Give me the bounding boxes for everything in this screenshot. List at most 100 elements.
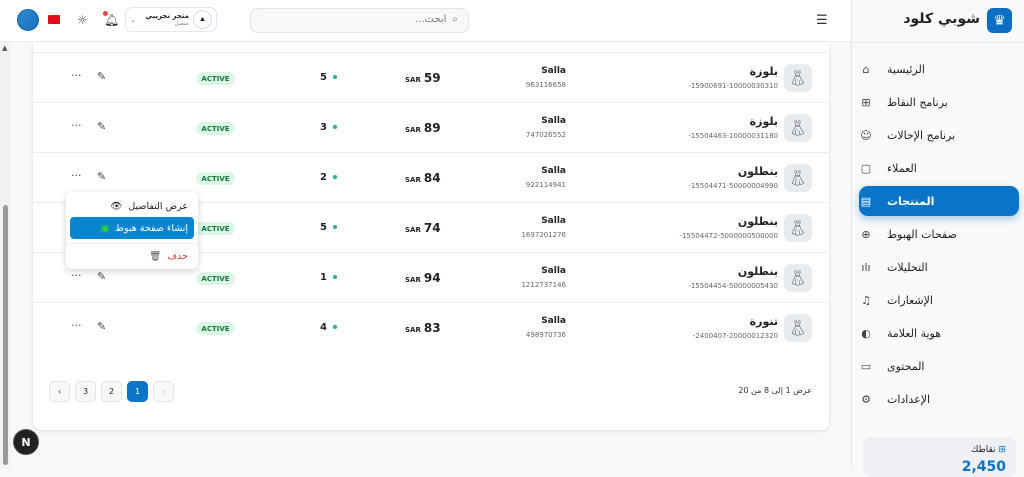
sidebar-item-10[interactable]: ⚙ الإعدادات	[859, 384, 1019, 414]
stock-dot	[332, 325, 337, 329]
store-name: Salla	[541, 316, 566, 326]
store-avatar: ⛰	[193, 10, 212, 29]
gift-icon: ⊞	[861, 95, 871, 109]
layout-icon: ▣	[100, 222, 110, 234]
status-badge: ACTIVE	[196, 222, 235, 235]
sun-icon[interactable]: ☼	[77, 13, 88, 27]
eye-icon: 👁︎	[110, 200, 123, 212]
status-badge: ACTIVE	[196, 122, 235, 135]
product-sku: -15900691-10000030310	[688, 82, 778, 90]
home-icon: ⌂	[862, 62, 870, 76]
stock-count: 2	[320, 172, 337, 183]
scrollbar-thumb[interactable]	[3, 205, 8, 465]
users-icon: ☺	[860, 128, 872, 142]
product-name: بلوزة	[749, 115, 778, 128]
sidebar-item-label: الإشعارات	[887, 293, 933, 307]
sidebar-item-0[interactable]: ⌂ الرئيسية	[859, 54, 1019, 84]
table-row: 👗︎ بلوزة -15900691-10000030310 Salla 963…	[33, 52, 829, 102]
product-sku: -15504471-50000004990	[688, 182, 778, 190]
product-sku: -2400407-20000012320	[692, 332, 778, 340]
edit-icon[interactable]: ✎	[97, 120, 107, 133]
more-options-button[interactable]: ···	[71, 269, 82, 282]
store-name: Salla	[541, 66, 566, 76]
store-name: Salla	[541, 216, 566, 226]
chart-icon: ılı	[861, 260, 871, 274]
page-3-button[interactable]: 3	[75, 381, 96, 402]
sidebar-item-9[interactable]: ▭ المحتوى	[859, 351, 1019, 381]
sidebar-item-label: الإعدادات	[887, 392, 931, 406]
sidebar-item-label: برنامج النقاط	[887, 95, 948, 109]
product-price: SAR 83	[405, 321, 441, 335]
file-icon: ▤	[860, 194, 872, 208]
product-price: SAR 59	[405, 71, 441, 85]
bell-icon: ♫	[861, 293, 871, 307]
stock-count: 5	[320, 72, 337, 83]
sidebar-item-label: العملاء	[887, 161, 917, 175]
store-id: 1697201276	[521, 231, 566, 239]
search-input[interactable]: ⌕ ابحث...	[250, 8, 469, 33]
product-image: 👗︎	[784, 214, 812, 242]
sidebar-item-6[interactable]: ılı التحليلات	[859, 252, 1019, 282]
menu-icon[interactable]: ☰	[816, 13, 828, 28]
sidebar-item-label: صفحات الهبوط	[887, 227, 957, 241]
store-switcher[interactable]: ⛰ متجر تجريبي متصل ⌄	[125, 7, 217, 32]
product-image: 👗︎	[784, 264, 812, 292]
globe-icon: ⊕	[861, 227, 871, 241]
scroll-up-icon[interactable]: ▲	[2, 44, 8, 52]
flag-icon[interactable]	[48, 15, 60, 24]
gift-icon: ⊞	[998, 445, 1006, 455]
bell-icon[interactable]: 🔔︎	[104, 13, 120, 27]
store-id: 747026552	[525, 131, 566, 139]
more-options-button[interactable]: ···	[71, 319, 82, 332]
edit-icon[interactable]: ✎	[97, 320, 107, 333]
sidebar-item-label: الرئيسية	[887, 62, 925, 76]
table-row: 👗︎ بنطلون -15504454-50000005430 Salla 12…	[33, 252, 829, 302]
product-name: بلوزة	[749, 65, 778, 78]
edit-icon[interactable]: ✎	[97, 170, 107, 183]
next-devtools-button[interactable]: N	[13, 429, 39, 455]
brand-name: شوبي كلود	[903, 11, 980, 27]
product-name: تنورة	[749, 315, 778, 328]
sidebar-item-8[interactable]: ◐ هوية العلامة	[859, 318, 1019, 348]
user-avatar[interactable]	[17, 9, 39, 31]
product-price: SAR 94	[405, 271, 441, 285]
more-options-button[interactable]: ···	[71, 119, 82, 132]
product-price: SAR 74	[405, 221, 441, 235]
stock-count: 5	[320, 222, 337, 233]
store-id: 1212737146	[521, 281, 566, 289]
divider	[851, 42, 1024, 43]
edit-icon[interactable]: ✎	[97, 270, 107, 283]
sidebar-item-1[interactable]: ⊞ برنامج النقاط	[859, 87, 1019, 117]
more-options-button[interactable]: ···	[71, 69, 82, 82]
create-landing-page-item[interactable]: ▣ إنشاء صفحة هبوط	[70, 217, 194, 239]
product-name: بنطلون	[737, 215, 778, 228]
sidebar-item-7[interactable]: ♫ الإشعارات	[859, 285, 1019, 315]
prev-page-button[interactable]: ›	[153, 381, 174, 402]
notification-dot	[103, 11, 108, 16]
product-image: 👗︎	[784, 314, 812, 342]
sidebar-item-2[interactable]: ☺ برنامج الإحالات	[859, 120, 1019, 150]
search-icon: ⌕	[452, 14, 458, 25]
bag-icon: ▢	[860, 161, 872, 175]
edit-icon[interactable]: ✎	[97, 70, 107, 83]
points-card: ⊞ نقاطك 2,450	[863, 437, 1016, 477]
delete-item[interactable]: 🗑︎ حذف	[149, 250, 188, 262]
more-options-button[interactable]: ···	[71, 169, 82, 182]
status-badge: ACTIVE	[196, 172, 235, 185]
sidebar-item-label: المنتجات	[887, 194, 935, 208]
status-badge: ACTIVE	[196, 72, 235, 85]
sidebar-item-5[interactable]: ⊕ صفحات الهبوط	[859, 219, 1019, 249]
store-name: Salla	[541, 116, 566, 126]
stock-count: 1	[320, 272, 337, 283]
sidebar-item-4[interactable]: ▤ المنتجات	[859, 186, 1019, 216]
store-id: 922114941	[525, 181, 566, 189]
sidebar-item-3[interactable]: ▢ العملاء	[859, 153, 1019, 183]
table-row: 👗︎ بنطلون -15504472-5000000500000 Salla …	[33, 202, 829, 252]
next-page-button[interactable]: ‹	[49, 381, 70, 402]
sidebar-item-label: برنامج الإحالات	[887, 128, 956, 142]
row-context-menu: 👁︎ عرض التفاصيل ▣ إنشاء صفحة هبوط 🗑︎ حذف	[66, 192, 198, 269]
store-id: 498970736	[525, 331, 566, 339]
page-2-button[interactable]: 2	[101, 381, 122, 402]
view-details-item[interactable]: 👁︎ عرض التفاصيل	[110, 200, 188, 212]
page-1-button[interactable]: 1	[127, 381, 148, 402]
